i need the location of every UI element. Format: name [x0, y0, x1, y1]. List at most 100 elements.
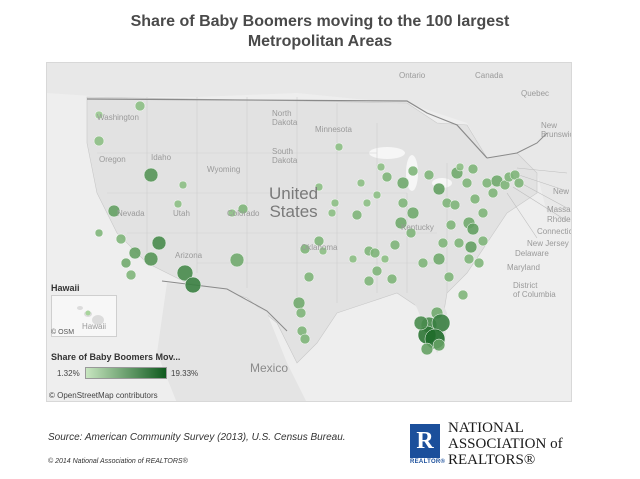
metro-marker[interactable] [94, 110, 104, 120]
label-rhode: Rhode [547, 215, 571, 224]
metro-marker[interactable] [314, 182, 324, 192]
metro-marker[interactable] [466, 222, 480, 236]
metro-marker[interactable] [295, 307, 307, 319]
metro-marker[interactable] [351, 209, 363, 221]
metro-marker[interactable] [437, 237, 449, 249]
metro-marker[interactable] [128, 246, 142, 260]
metro-marker[interactable] [453, 237, 465, 249]
metro-marker[interactable] [445, 219, 457, 231]
metro-marker[interactable] [313, 235, 325, 247]
label-nevada: Nevada [117, 209, 145, 218]
metro-marker[interactable] [376, 162, 386, 172]
metro-marker[interactable] [420, 342, 434, 356]
metro-marker[interactable] [473, 257, 485, 269]
metro-marker[interactable] [93, 135, 105, 147]
logo-line-2: ASSOCIATION of [448, 436, 563, 452]
metro-marker[interactable] [369, 247, 381, 259]
metro-marker[interactable] [372, 190, 382, 200]
osm-inset-credit: © OSM [51, 329, 75, 336]
metro-marker[interactable] [237, 203, 249, 215]
metro-marker[interactable] [467, 163, 479, 175]
label-new-jersey: New Jersey [527, 239, 569, 248]
label-ontario: Ontario [399, 71, 426, 80]
metro-marker[interactable] [176, 264, 194, 282]
label-kentucky: Kentucky [401, 223, 434, 232]
metro-marker[interactable] [423, 169, 435, 181]
metro-marker[interactable] [178, 180, 188, 190]
metro-marker[interactable] [464, 240, 478, 254]
label-canada: Canada [475, 71, 504, 80]
metro-marker[interactable] [107, 204, 121, 218]
legend-color-ramp [85, 367, 167, 379]
metro-marker[interactable] [318, 246, 328, 256]
label-united-states: United States [269, 184, 319, 221]
metro-marker[interactable] [417, 257, 429, 269]
metro-marker[interactable] [120, 257, 132, 269]
metro-marker[interactable] [362, 198, 372, 208]
metro-marker[interactable] [487, 187, 499, 199]
metro-marker[interactable] [125, 269, 137, 281]
metro-marker[interactable] [227, 208, 237, 218]
metro-marker[interactable] [513, 177, 525, 189]
copyright-note: © 2014 National Association of REALTORS® [48, 458, 188, 465]
metro-marker[interactable] [406, 206, 420, 220]
metro-marker[interactable] [413, 315, 429, 331]
metro-marker[interactable] [348, 254, 358, 264]
legend-title: Share of Baby Boomers Mov... [51, 352, 181, 362]
metro-marker[interactable] [115, 233, 127, 245]
metro-marker[interactable] [303, 271, 315, 283]
label-quebec: Quebec [521, 89, 550, 98]
label-new: New [553, 187, 570, 196]
metro-marker[interactable] [389, 239, 401, 251]
hawaii-inset[interactable]: Hawaii [51, 295, 117, 337]
metro-marker[interactable] [173, 199, 183, 209]
metro-marker[interactable] [455, 162, 465, 172]
metro-marker[interactable] [469, 193, 481, 205]
map-canvas[interactable] [47, 63, 572, 402]
metro-marker[interactable] [184, 276, 202, 294]
metro-marker[interactable] [461, 177, 473, 189]
metro-marker[interactable] [381, 171, 393, 183]
metro-marker[interactable] [94, 228, 104, 238]
metro-marker[interactable] [481, 177, 493, 189]
metro-marker[interactable] [334, 142, 344, 152]
metro-marker[interactable] [457, 289, 469, 301]
metro-markers[interactable] [93, 100, 525, 356]
metro-marker[interactable] [134, 100, 146, 112]
metro-marker[interactable] [143, 251, 159, 267]
metro-marker[interactable] [463, 253, 475, 265]
metro-marker[interactable] [292, 296, 306, 310]
map-panel[interactable]: Ontario Canada Quebec Washington Oregon … [46, 62, 572, 402]
metro-marker[interactable] [299, 333, 311, 345]
metro-marker[interactable] [356, 178, 366, 188]
metro-marker[interactable] [363, 275, 375, 287]
metro-marker[interactable] [380, 254, 390, 264]
label-north-dakota: North Dakota [272, 109, 298, 127]
metro-marker[interactable] [330, 198, 340, 208]
metro-marker[interactable] [443, 271, 455, 283]
label-delaware: Delaware [515, 249, 549, 258]
label-minnesota: Minnesota [315, 125, 352, 134]
metro-marker[interactable] [407, 165, 419, 177]
metro-marker[interactable] [432, 182, 446, 196]
metro-marker[interactable] [477, 207, 489, 219]
metro-marker[interactable] [229, 252, 245, 268]
metro-marker[interactable] [432, 338, 446, 352]
metro-marker[interactable] [299, 243, 311, 255]
metro-marker[interactable] [151, 235, 167, 251]
label-colorado: Colorado [227, 209, 260, 218]
metro-marker[interactable] [143, 167, 159, 183]
metro-marker[interactable] [327, 208, 337, 218]
map-attribution[interactable]: © OpenStreetMap contributors [49, 391, 158, 400]
label-maryland: Maryland [507, 263, 540, 272]
metro-marker[interactable] [386, 273, 398, 285]
metro-marker[interactable] [405, 227, 417, 239]
metro-marker[interactable] [397, 197, 409, 209]
metro-marker[interactable] [432, 252, 446, 266]
metro-marker[interactable] [394, 216, 408, 230]
metro-marker[interactable] [396, 176, 410, 190]
metro-marker[interactable] [371, 265, 383, 277]
metro-marker[interactable] [449, 199, 461, 211]
metro-marker[interactable] [477, 235, 489, 247]
source-note: Source: American Community Survey (2013)… [48, 432, 346, 443]
